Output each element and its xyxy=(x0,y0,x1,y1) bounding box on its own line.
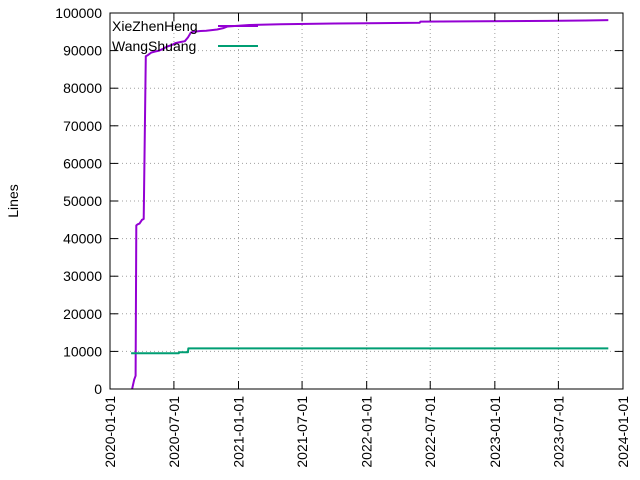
y-tick-label: 30000 xyxy=(63,268,102,284)
legend-label-wangshuang: WangShuang xyxy=(112,38,196,54)
y-tick-label: 40000 xyxy=(63,231,102,247)
x-tick-label: 2020-07-01 xyxy=(166,396,182,468)
x-tick-label: 2023-01-01 xyxy=(487,396,503,468)
y-tick-label: 60000 xyxy=(63,155,102,171)
x-tick-label: 2023-07-01 xyxy=(550,396,566,468)
y-tick-label: 20000 xyxy=(63,306,102,322)
y-tick-label: 90000 xyxy=(63,43,102,59)
x-tick-label: 2022-01-01 xyxy=(359,396,375,468)
y-tick-label: 50000 xyxy=(63,193,102,209)
grid xyxy=(110,13,623,389)
x-tick-label: 2020-01-01 xyxy=(102,396,118,468)
tick-labels: 0 10000 20000 30000 40000 50000 60000 70000 8000… xyxy=(55,5,631,468)
y-tick-label: 80000 xyxy=(63,80,102,96)
y-tick-label: 0 xyxy=(94,381,102,397)
legend: XieZhenHeng WangShuang xyxy=(112,18,258,54)
y-axis-label: Lines xyxy=(5,184,21,217)
x-tick-label: 2022-07-01 xyxy=(422,396,438,468)
x-tick-label: 2021-07-01 xyxy=(294,396,310,468)
series-line-wangshuang xyxy=(131,347,609,355)
y-tick-label: 70000 xyxy=(63,118,102,134)
plot-series xyxy=(131,19,609,390)
x-tick-label: 2024-01-01 xyxy=(615,396,631,468)
y-tick-label: 10000 xyxy=(63,343,102,359)
series-line-xiezhenheng xyxy=(131,19,609,390)
y-tick-label: 100000 xyxy=(55,5,102,21)
legend-label-xiezhenheng: XieZhenHeng xyxy=(112,18,198,34)
x-tick-label: 2021-01-01 xyxy=(231,396,247,468)
axis-ticks xyxy=(109,12,624,390)
